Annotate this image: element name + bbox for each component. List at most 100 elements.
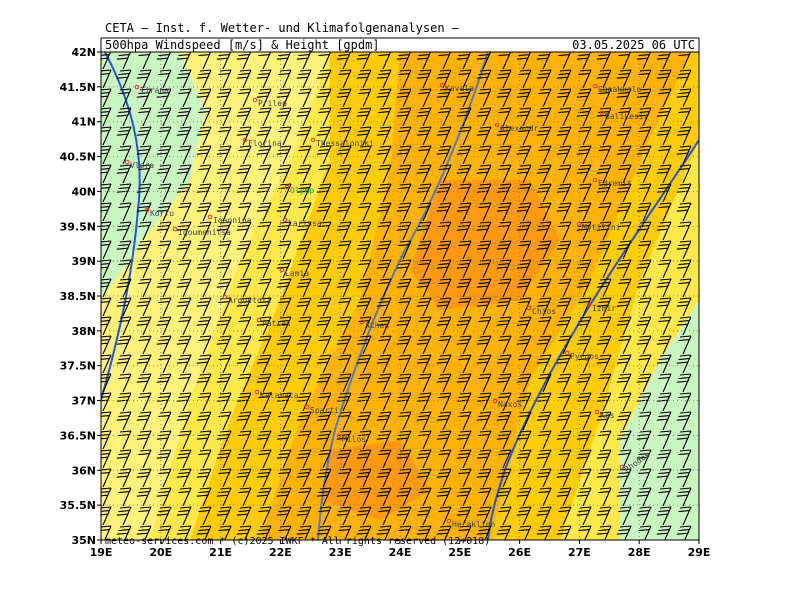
barb-feather — [219, 335, 232, 338]
barb — [458, 354, 472, 374]
barb-feather — [318, 529, 330, 532]
barb-feather — [198, 453, 210, 456]
barb-feather — [579, 126, 592, 129]
barb-feather — [438, 529, 450, 532]
barb-shaft — [122, 202, 132, 222]
barb — [276, 145, 292, 165]
barb — [658, 487, 672, 507]
barb-shaft — [222, 373, 232, 393]
barb-shaft — [122, 69, 132, 89]
barb-feather — [101, 437, 108, 440]
barb-shaft — [462, 487, 472, 507]
barb-shaft — [502, 373, 512, 393]
barb-feather — [679, 316, 692, 319]
barb-feather — [176, 76, 188, 79]
barb-shaft — [582, 297, 592, 317]
barb-feather — [639, 525, 652, 528]
barb-feather — [579, 107, 592, 110]
barb — [358, 202, 372, 222]
barb-feather — [516, 456, 528, 459]
barb-shaft — [182, 316, 192, 336]
barb-feather — [258, 111, 270, 114]
barb-feather — [638, 510, 650, 513]
barb-feather — [318, 491, 330, 494]
barb — [376, 202, 392, 222]
barb — [576, 487, 592, 507]
barb-feather — [378, 529, 390, 532]
barb-feather — [456, 209, 468, 212]
barb-shaft — [462, 88, 472, 108]
barb-feather — [299, 88, 312, 91]
barb-feather — [596, 76, 608, 79]
barb-feather — [379, 449, 392, 452]
barb-feather — [159, 506, 172, 509]
barb-feather — [299, 107, 312, 110]
barb-shaft — [362, 278, 372, 298]
barb-feather — [556, 95, 568, 98]
barb-feather — [676, 152, 688, 155]
barb-feather — [279, 335, 292, 338]
barb-feather — [216, 228, 228, 231]
barb-feather — [278, 377, 290, 380]
barb-feather — [498, 529, 510, 532]
barb-shaft — [242, 259, 252, 279]
barb-feather — [579, 335, 592, 338]
barb-shaft — [142, 183, 152, 203]
barb-feather — [359, 316, 372, 319]
barb-feather — [116, 532, 128, 535]
barb-feather — [679, 69, 692, 72]
barb-feather — [439, 506, 452, 509]
barb-feather — [676, 437, 688, 440]
barb-feather — [159, 221, 172, 224]
barb-feather — [179, 278, 192, 281]
barb-feather — [356, 513, 368, 516]
barb-feather — [238, 282, 250, 285]
barb — [556, 126, 572, 146]
barb-shaft — [302, 506, 312, 526]
barb — [276, 52, 292, 70]
barb-feather — [258, 358, 270, 361]
barb-feather — [256, 247, 268, 250]
barb-feather — [258, 434, 270, 437]
barb-feather — [396, 380, 408, 383]
barb — [416, 52, 432, 70]
barb-shaft — [342, 430, 352, 450]
barb-feather — [278, 206, 290, 209]
barb-feather — [619, 221, 632, 224]
barb-feather — [679, 88, 692, 91]
barb — [356, 278, 372, 298]
barb-feather — [156, 285, 168, 288]
barb-feather — [198, 111, 210, 114]
barb-shaft — [442, 430, 452, 450]
barb-feather — [676, 304, 688, 307]
barb-feather — [139, 373, 152, 376]
barb-feather — [416, 285, 428, 288]
barb-shaft — [462, 240, 472, 260]
barb-shaft — [242, 107, 252, 127]
barb-feather — [219, 354, 232, 357]
barb-feather — [479, 126, 492, 129]
barb-feather — [619, 354, 632, 357]
barb-shaft — [342, 487, 352, 507]
barb-feather — [116, 418, 128, 421]
barb-feather — [396, 171, 408, 174]
barb-feather — [499, 373, 512, 376]
barb-shaft — [402, 430, 412, 450]
barb-feather — [338, 282, 350, 285]
barb-feather — [218, 472, 230, 475]
barb-shaft — [302, 392, 312, 412]
barb-feather — [339, 69, 352, 72]
barb-shaft — [602, 202, 612, 222]
barb-feather — [318, 453, 330, 456]
barb-feather — [399, 373, 412, 376]
barb-feather — [658, 510, 670, 513]
barb-feather — [139, 430, 152, 433]
barb-feather — [396, 513, 408, 516]
barb-shaft — [242, 183, 252, 203]
barb-feather — [238, 301, 250, 304]
barb-feather — [336, 494, 348, 497]
barb-feather — [198, 263, 210, 266]
barb-feather — [319, 449, 332, 452]
barb-feather — [599, 487, 612, 490]
barb-shaft — [102, 430, 112, 450]
